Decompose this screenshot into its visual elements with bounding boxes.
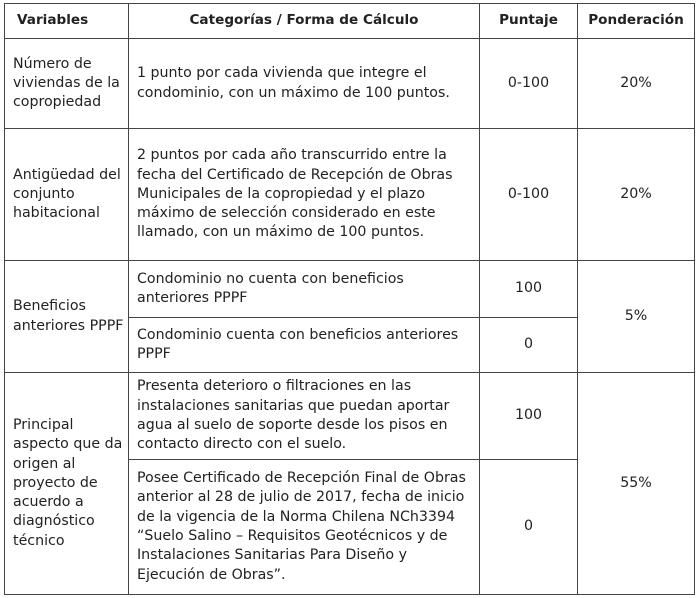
category-cell: 1 punto por cada vivienda que integre el… [128, 38, 480, 129]
weight-cell: 20% [577, 128, 695, 261]
header-variables: Variables [4, 3, 129, 39]
variable-cell: Antigüedad del conjunto habitacional [4, 128, 129, 261]
header-row: Variables Categorías / Forma de Cálculo … [4, 3, 695, 39]
score-cell: 100 [479, 372, 578, 460]
category-cell: Presenta deterioro o filtraciones en las… [128, 372, 480, 460]
scoring-table: Variables Categorías / Forma de Cálculo … [4, 3, 695, 595]
category-cell: Condominio no cuenta con beneficios ante… [128, 260, 480, 318]
table-row: Antigüedad del conjunto habitacional 2 p… [4, 128, 695, 261]
variable-cell: Principal aspecto que da origen al proye… [4, 372, 129, 595]
table-subrow: Condominio cuenta con beneficios anterio… [5, 317, 695, 373]
weight-cell: 20% [577, 38, 695, 129]
table-row: Beneficios anteriores PPPF Condominio no… [4, 260, 695, 373]
category-cell: Posee Certificado de Recepción Final de … [128, 459, 480, 595]
variable-cell: Número de viviendas de la copropiedad [4, 38, 129, 129]
category-cell: 2 puntos por cada año transcurrido entre… [128, 128, 480, 261]
table-row: Principal aspecto que da origen al proye… [4, 372, 695, 595]
score-cell: 0 [479, 459, 578, 595]
weight-cell: 5% [577, 260, 695, 373]
weight-cell: 55% [577, 372, 695, 595]
score-cell: 0-100 [479, 38, 578, 129]
score-cell: 0-100 [479, 128, 578, 261]
score-cell: 100 [479, 260, 578, 318]
category-cell: Condominio cuenta con beneficios anterio… [128, 317, 480, 373]
table-row: Número de viviendas de la copropiedad 1 … [4, 38, 695, 129]
variable-cell: Beneficios anteriores PPPF [4, 260, 129, 373]
score-cell: 0 [479, 317, 578, 373]
header-puntaje: Puntaje [479, 3, 578, 39]
header-ponderacion: Ponderación [577, 3, 695, 39]
header-categorias: Categorías / Forma de Cálculo [128, 3, 480, 39]
table-subrow: Posee Certificado de Recepción Final de … [5, 459, 695, 595]
